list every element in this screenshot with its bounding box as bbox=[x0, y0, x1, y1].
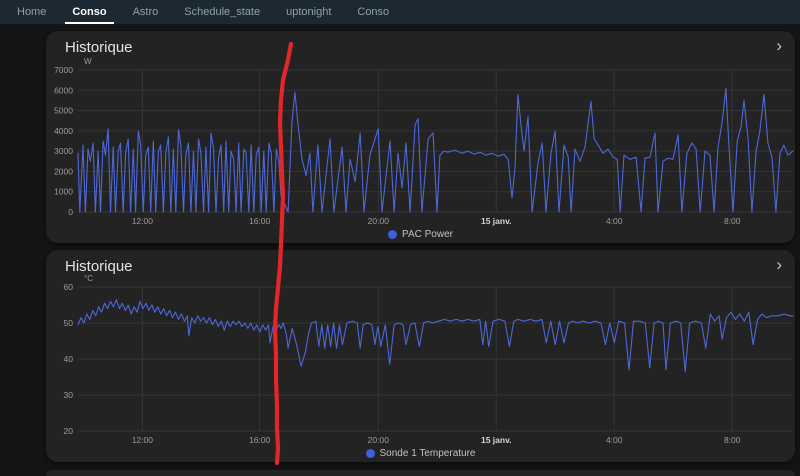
svg-text:12:00: 12:00 bbox=[132, 216, 154, 226]
svg-text:50: 50 bbox=[64, 318, 74, 328]
svg-text:40: 40 bbox=[64, 354, 74, 364]
history-card-temperature: Historique › 20 30 40 50 60 12:00 16:00 20:00 15… bbox=[46, 250, 795, 462]
chevron-right-icon[interactable]: › bbox=[776, 255, 782, 274]
svg-text:60: 60 bbox=[64, 282, 74, 292]
history-card-power: Historique › 0 1000 2000 3000 4000 5000 6000 70… bbox=[46, 31, 795, 243]
svg-text:20: 20 bbox=[64, 426, 74, 436]
card-title: Historique bbox=[65, 39, 133, 56]
legend-dot-icon bbox=[388, 230, 398, 239]
svg-text:°C: °C bbox=[84, 274, 93, 283]
svg-text:8:00: 8:00 bbox=[724, 216, 741, 226]
svg-text:16:00: 16:00 bbox=[249, 216, 271, 226]
svg-text:8:00: 8:00 bbox=[724, 435, 741, 445]
svg-text:12:00: 12:00 bbox=[132, 435, 154, 445]
card-title: Historique bbox=[65, 258, 133, 275]
svg-text:3000: 3000 bbox=[54, 146, 73, 156]
tab-conso[interactable]: Conso bbox=[59, 0, 119, 24]
tab-conso-2[interactable]: Conso bbox=[357, 6, 390, 18]
legend-dot-icon bbox=[365, 449, 375, 458]
top-tab-bar: Home Conso Astro Schedule_state uptonigh… bbox=[0, 0, 800, 24]
svg-text:5000: 5000 bbox=[54, 106, 73, 116]
tab-astro[interactable]: Astro bbox=[132, 6, 159, 18]
svg-text:20:00: 20:00 bbox=[368, 435, 390, 445]
svg-text:W: W bbox=[84, 57, 92, 66]
tab-schedule-state[interactable]: Schedule_state bbox=[184, 6, 261, 18]
svg-text:7000: 7000 bbox=[54, 65, 73, 75]
legend-label: Sonde 1 Temperature bbox=[379, 448, 476, 459]
svg-text:15 janv.: 15 janv. bbox=[481, 435, 512, 445]
svg-text:0: 0 bbox=[68, 207, 73, 217]
svg-text:6000: 6000 bbox=[54, 85, 73, 95]
svg-text:4:00: 4:00 bbox=[606, 216, 623, 226]
svg-text:16:00: 16:00 bbox=[249, 435, 271, 445]
legend-item-pac-power[interactable]: PAC Power bbox=[46, 229, 795, 240]
svg-text:15 janv.: 15 janv. bbox=[481, 216, 512, 226]
legend-label: PAC Power bbox=[402, 229, 453, 240]
svg-text:4000: 4000 bbox=[54, 126, 73, 136]
history-chart-power: 0 1000 2000 3000 4000 5000 6000 7000 12:00 16:00 2… bbox=[54, 57, 794, 226]
svg-text:4:00: 4:00 bbox=[606, 435, 623, 445]
svg-text:20:00: 20:00 bbox=[368, 216, 390, 226]
chevron-right-icon[interactable]: › bbox=[776, 36, 782, 55]
legend-item-sonde-temperature[interactable]: Sonde 1 Temperature bbox=[46, 448, 795, 459]
svg-text:1000: 1000 bbox=[54, 187, 73, 197]
svg-text:2000: 2000 bbox=[54, 166, 73, 176]
svg-text:30: 30 bbox=[64, 390, 74, 400]
partial-card bbox=[46, 470, 795, 476]
tab-uptonight[interactable]: uptonight bbox=[286, 6, 332, 18]
history-chart-temperature: 20 30 40 50 60 12:00 16:00 20:00 15 janv. 4:00 8:0… bbox=[64, 274, 794, 445]
tab-home[interactable]: Home bbox=[17, 6, 47, 18]
